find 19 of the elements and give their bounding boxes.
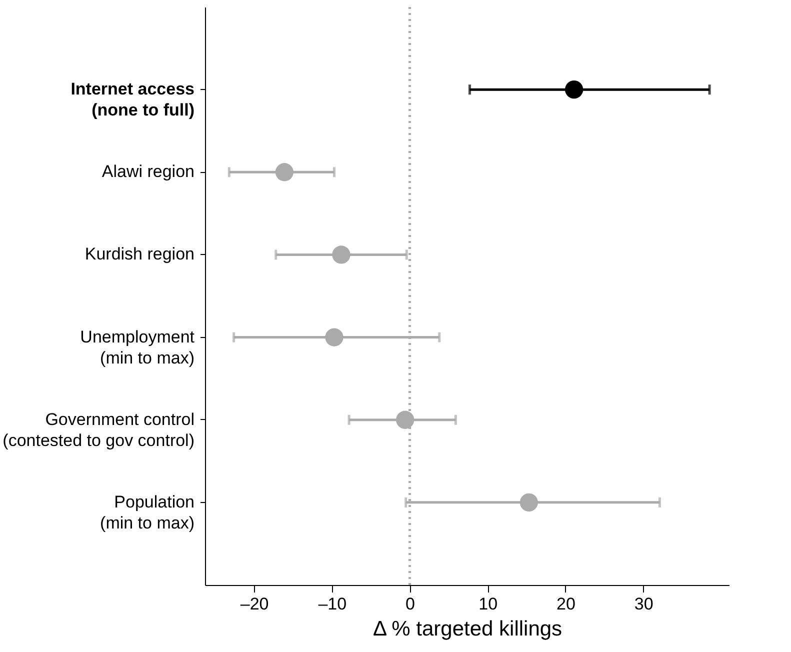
- x-tick-label: –10: [318, 594, 347, 614]
- x-tick-label: 10: [478, 594, 498, 614]
- x-tick-label: 0: [406, 594, 416, 614]
- y-tick-label: Unemployment (min to max): [80, 327, 195, 368]
- point: [332, 246, 350, 264]
- y-tick-label: Population (min to max): [100, 492, 194, 532]
- x-tick-label: –20: [240, 594, 269, 614]
- point: [520, 493, 538, 512]
- y-tick-label: Internet access (none to full): [70, 80, 194, 120]
- point: [275, 163, 294, 182]
- point: [564, 80, 584, 99]
- x-tick-label: 20: [556, 594, 576, 614]
- y-tick-label: Kurdish region: [84, 244, 194, 264]
- y-tick-label: Government control (contested to gov control): [2, 410, 194, 450]
- point: [396, 410, 414, 429]
- x-tick-label: 30: [634, 594, 654, 614]
- y-tick-label: Alawi region: [102, 162, 194, 182]
- x-axis-title: Δ % targeted killings: [372, 618, 562, 640]
- point: [325, 328, 344, 346]
